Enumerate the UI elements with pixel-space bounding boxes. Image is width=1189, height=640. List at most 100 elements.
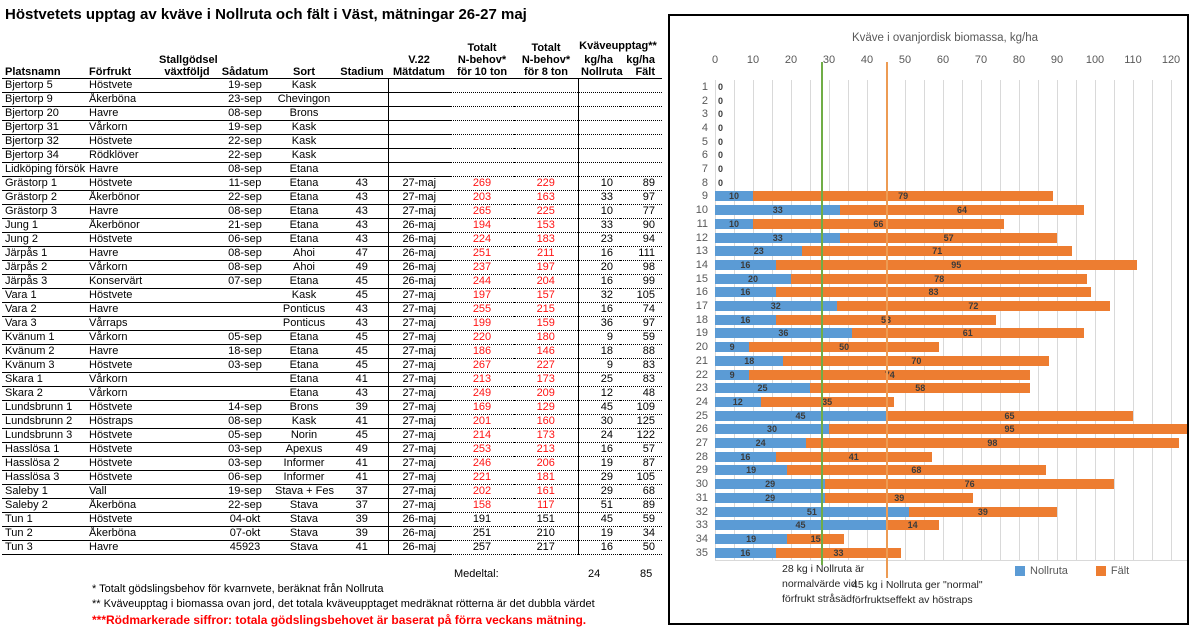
table-cell[interactable]: 45 xyxy=(577,400,620,415)
table-cell[interactable]: 45 xyxy=(336,330,388,345)
table-cell[interactable] xyxy=(218,372,272,387)
table-cell[interactable]: 153 xyxy=(514,218,578,233)
table-cell[interactable]: 10 xyxy=(577,176,620,191)
table-cell[interactable]: 161 xyxy=(514,484,578,499)
table-row[interactable]: Vara 1 Höstvete Kask 45 27-maj 197 157 32 105 xyxy=(2,288,662,303)
table-cell[interactable]: 27-maj xyxy=(387,414,450,429)
table-cell[interactable]: 27-maj xyxy=(387,204,450,219)
bar-row[interactable]: 12 35 xyxy=(715,396,894,407)
table-cell[interactable]: Grästorp 2 xyxy=(2,190,86,205)
table-cell[interactable]: Etana xyxy=(272,274,336,289)
table-cell[interactable]: 211 xyxy=(514,246,578,261)
table-cell[interactable]: 98 xyxy=(620,260,662,275)
table-row[interactable]: Bjertorp 31 Vårkorn 19-sep Kask xyxy=(2,120,662,135)
table-cell[interactable]: Havre xyxy=(86,246,156,261)
bar-row[interactable]: 32 72 xyxy=(715,301,1111,312)
table-row[interactable]: Järpås 1 Havre 08-sep Ahoi 47 26-maj 251 211 16 1… xyxy=(2,246,662,261)
table-cell[interactable]: 08-sep xyxy=(218,414,272,429)
table-cell[interactable]: 213 xyxy=(450,372,514,387)
table-row[interactable]: Jung 2 Höstvete 06-sep Etana 43 26-maj 224 183 2… xyxy=(2,232,662,247)
table-cell[interactable]: 10 xyxy=(577,204,620,219)
table-cell[interactable]: 253 xyxy=(450,442,514,457)
table-cell[interactable]: 173 xyxy=(514,372,578,387)
table-cell[interactable]: 41 xyxy=(336,414,388,429)
table-cell[interactable]: 19 xyxy=(577,456,620,471)
table-cell[interactable]: 158 xyxy=(450,498,514,513)
table-cell[interactable]: Kask xyxy=(272,414,336,429)
table-cell[interactable]: 255 xyxy=(450,302,514,317)
table-cell[interactable]: Chevingon xyxy=(272,92,336,107)
table-cell[interactable]: 04-okt xyxy=(218,512,272,527)
table-cell[interactable] xyxy=(450,106,514,121)
table-cell[interactable]: 26-maj xyxy=(387,218,450,233)
table-cell[interactable]: 34 xyxy=(620,526,662,541)
table-cell[interactable] xyxy=(577,162,620,177)
table-cell[interactable]: 08-sep xyxy=(218,106,272,121)
table-cell[interactable]: Höstvete xyxy=(86,470,156,485)
table-cell[interactable]: Höstraps xyxy=(86,414,156,429)
table-cell[interactable] xyxy=(450,148,514,163)
table-row[interactable]: Skara 1 Vårkorn Etana 41 27-maj 213 173 25 83 xyxy=(2,372,662,387)
table-row[interactable]: Hasslösa 1 Höstvete 03-sep Apexus 49 27-maj 25… xyxy=(2,442,662,457)
table-cell[interactable]: 220 xyxy=(450,330,514,345)
table-cell[interactable] xyxy=(156,78,218,93)
table-cell[interactable]: Etana xyxy=(272,176,336,191)
table-cell[interactable]: Etana xyxy=(272,218,336,233)
table-cell[interactable]: 43 xyxy=(336,204,388,219)
table-cell[interactable] xyxy=(620,148,662,163)
table-cell[interactable]: 27-maj xyxy=(387,302,450,317)
table-cell[interactable]: Järpås 2 xyxy=(2,260,86,275)
table-row[interactable]: Järpås 2 Vårkorn 08-sep Ahoi 49 26-maj 237 197 2… xyxy=(2,260,662,275)
table-row[interactable]: Hasslösa 3 Höstvete 06-sep Informer 41 27-maj… xyxy=(2,470,662,485)
table-cell[interactable] xyxy=(218,288,272,303)
table-cell[interactable]: 48 xyxy=(620,386,662,401)
table-cell[interactable]: 199 xyxy=(450,316,514,331)
table-cell[interactable] xyxy=(156,246,218,261)
table-cell[interactable]: Etana xyxy=(272,386,336,401)
table-row[interactable]: Lidköping försök Havre 08-sep Etana xyxy=(2,162,662,177)
table-cell[interactable]: Vårkorn xyxy=(86,260,156,275)
table-row[interactable]: Vara 2 Havre Ponticus 43 27-maj 255 215 16 74 xyxy=(2,302,662,317)
table-cell[interactable] xyxy=(577,120,620,135)
table-cell[interactable]: Kvänum 1 xyxy=(2,330,86,345)
table-cell[interactable]: Höstvete xyxy=(86,400,156,415)
table-cell[interactable] xyxy=(218,302,272,317)
table-cell[interactable]: 47 xyxy=(336,246,388,261)
table-cell[interactable]: 206 xyxy=(514,456,578,471)
table-cell[interactable]: 59 xyxy=(620,330,662,345)
table-cell[interactable]: 237 xyxy=(450,260,514,275)
table-cell[interactable]: Vårkorn xyxy=(86,372,156,387)
table-cell[interactable]: Brons xyxy=(272,106,336,121)
table-cell[interactable]: Kvänum 2 xyxy=(2,344,86,359)
table-cell[interactable] xyxy=(450,120,514,135)
table-cell[interactable]: Vårkorn xyxy=(86,120,156,135)
table-cell[interactable]: 265 xyxy=(450,204,514,219)
table-row[interactable]: Tun 3 Havre 45923 Stava 41 26-maj 257 217 16 50 xyxy=(2,540,662,555)
table-cell[interactable]: Höstvete xyxy=(86,78,156,93)
table-cell[interactable] xyxy=(156,134,218,149)
table-cell[interactable]: 27-maj xyxy=(387,190,450,205)
table-cell[interactable] xyxy=(156,288,218,303)
table-cell[interactable]: 16 xyxy=(577,246,620,261)
table-cell[interactable] xyxy=(514,78,578,93)
table-cell[interactable]: Skara 1 xyxy=(2,372,86,387)
table-cell[interactable]: Norin xyxy=(272,428,336,443)
table-cell[interactable]: Lundsbrunn 1 xyxy=(2,400,86,415)
table-cell[interactable] xyxy=(156,106,218,121)
table-cell[interactable]: Hasslösa 3 xyxy=(2,470,86,485)
table-cell[interactable]: 97 xyxy=(620,190,662,205)
table-cell[interactable]: 45 xyxy=(336,344,388,359)
table-cell[interactable] xyxy=(156,372,218,387)
table-cell[interactable]: 9 xyxy=(577,330,620,345)
table-cell[interactable]: 29 xyxy=(577,484,620,499)
table-cell[interactable] xyxy=(156,484,218,499)
table-cell[interactable]: Höstvete xyxy=(86,134,156,149)
table-cell[interactable]: 22-sep xyxy=(218,148,272,163)
table-cell[interactable]: 39 xyxy=(336,512,388,527)
table-cell[interactable]: 26-maj xyxy=(387,512,450,527)
table-cell[interactable]: Bjertorp 32 xyxy=(2,134,86,149)
table-cell[interactable]: 24 xyxy=(577,428,620,443)
table-cell[interactable]: 257 xyxy=(450,540,514,555)
table-cell[interactable] xyxy=(336,106,388,121)
table-cell[interactable]: 14-sep xyxy=(218,400,272,415)
